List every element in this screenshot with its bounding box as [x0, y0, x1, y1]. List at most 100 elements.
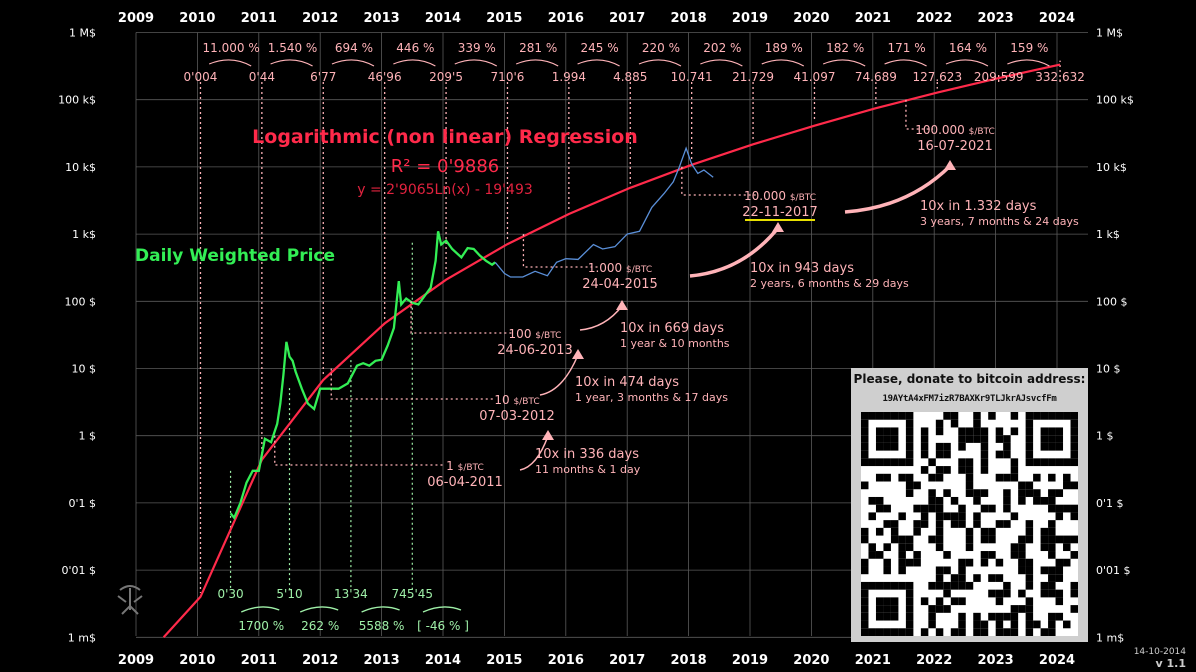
qr-module — [988, 551, 996, 559]
growth-arrow-icon — [208, 59, 252, 67]
interval-arrow-icon — [689, 226, 780, 278]
qr-module — [868, 551, 876, 559]
qr-module — [1025, 558, 1034, 567]
qr-module — [965, 458, 974, 467]
qr-module — [905, 581, 914, 590]
qr-module — [1070, 458, 1078, 467]
qr-module — [935, 527, 944, 536]
qr-module — [920, 597, 929, 606]
qr-module — [920, 512, 929, 521]
qr-module — [905, 543, 914, 552]
regression-value: 74.689 — [855, 70, 897, 84]
regression-value: 0'004 — [184, 70, 218, 84]
year-tick-bottom: 2010 — [179, 653, 215, 668]
qr-module — [905, 481, 914, 490]
qr-module — [1055, 504, 1064, 513]
qr-module — [935, 628, 944, 636]
version-label: v 1.1 — [1155, 657, 1187, 670]
qr-module — [1048, 535, 1056, 544]
qr-module — [913, 551, 921, 559]
year-tick-bottom: 2022 — [916, 653, 952, 668]
regression-value: 710'6 — [491, 70, 525, 84]
qr-module — [950, 628, 959, 636]
qr-module — [1048, 543, 1056, 552]
bitcoin-address[interactable]: 19AYtA4xFM7izR7BAXKr9TLJkrAJsvcfFm — [882, 394, 1057, 404]
qr-module — [965, 427, 974, 436]
qr-module — [1048, 412, 1056, 420]
qr-module — [1048, 458, 1056, 467]
qr-module — [943, 412, 951, 420]
qr-module — [875, 496, 884, 505]
growth-percent: 446 % — [396, 41, 434, 55]
qr-module — [995, 597, 1004, 606]
qr-module — [965, 527, 974, 536]
qr-module — [875, 605, 884, 613]
qr-module — [905, 473, 914, 482]
year-tick-top: 2019 — [732, 11, 768, 26]
qr-module — [875, 597, 884, 606]
growth-percent: 281 % — [519, 41, 557, 55]
actual-growth: [ -46 % ] — [417, 619, 469, 633]
qr-module — [935, 566, 944, 575]
qr-module — [875, 435, 884, 443]
actual-value: 13'34 — [334, 587, 368, 601]
qr-module — [980, 504, 989, 513]
qr-module — [1003, 496, 1011, 505]
qr-module — [973, 520, 981, 528]
actual-growth: 1700 % — [238, 619, 284, 633]
qr-module — [1010, 551, 1019, 559]
year-tick-bottom: 2018 — [671, 653, 707, 668]
actual-value-labels: 0'30 1700 % 5'10 262 % 13'34 5588 % 745'45 [ -4… — [217, 587, 468, 633]
qr-module — [905, 427, 914, 436]
qr-module — [980, 558, 989, 567]
actual-growth: 5588 % — [359, 619, 405, 633]
logo-icon — [117, 585, 143, 615]
year-tick-top: 2020 — [793, 11, 829, 26]
qr-module — [965, 489, 974, 497]
qr-module — [1048, 574, 1056, 582]
regression-value: 0'44 — [249, 70, 275, 84]
qr-module — [868, 412, 876, 420]
qr-module — [1048, 612, 1056, 621]
qr-module — [905, 558, 914, 567]
milestone-guide-lines — [199, 60, 1061, 593]
qr-module — [973, 512, 981, 521]
qr-module — [898, 581, 906, 590]
qr-module — [973, 628, 981, 636]
qr-module — [1063, 504, 1071, 513]
qr-module — [875, 458, 884, 467]
qr-module — [1025, 612, 1034, 621]
qr-module — [1010, 543, 1019, 552]
qr-module — [875, 628, 884, 636]
qr-module — [988, 504, 996, 513]
y-tick-right: 10 $ — [1096, 363, 1121, 376]
qr-module — [883, 597, 891, 606]
qr-module — [1010, 628, 1019, 636]
year-tick-bottom: 2011 — [241, 653, 277, 668]
year-tick-top: 2009 — [118, 11, 154, 26]
year-tick-top: 2015 — [486, 11, 522, 26]
regression-value: 1.994 — [552, 70, 586, 84]
y-tick-left: 1 k$ — [72, 228, 96, 241]
arrow-head-icon — [944, 160, 956, 170]
qr-module — [928, 535, 936, 544]
qr-module — [861, 442, 869, 451]
qr-module — [1003, 589, 1011, 598]
growth-arrow-icon — [577, 59, 620, 67]
actual-value: 5'10 — [276, 587, 302, 601]
qr-module — [1070, 435, 1078, 443]
qr-module — [1040, 527, 1049, 536]
qr-module — [1025, 520, 1034, 528]
qr-module — [905, 419, 914, 428]
qr-module — [995, 620, 1004, 629]
qr-module — [988, 527, 996, 536]
qr-module — [1055, 597, 1064, 606]
qr-module — [875, 442, 884, 451]
qr-module — [1033, 412, 1041, 420]
qr-module — [1010, 473, 1019, 482]
qr-module — [1033, 620, 1041, 629]
qr-code-icon[interactable] — [861, 412, 1078, 636]
qr-module — [905, 458, 914, 467]
y-tick-right: 1 m$ — [1096, 631, 1124, 644]
